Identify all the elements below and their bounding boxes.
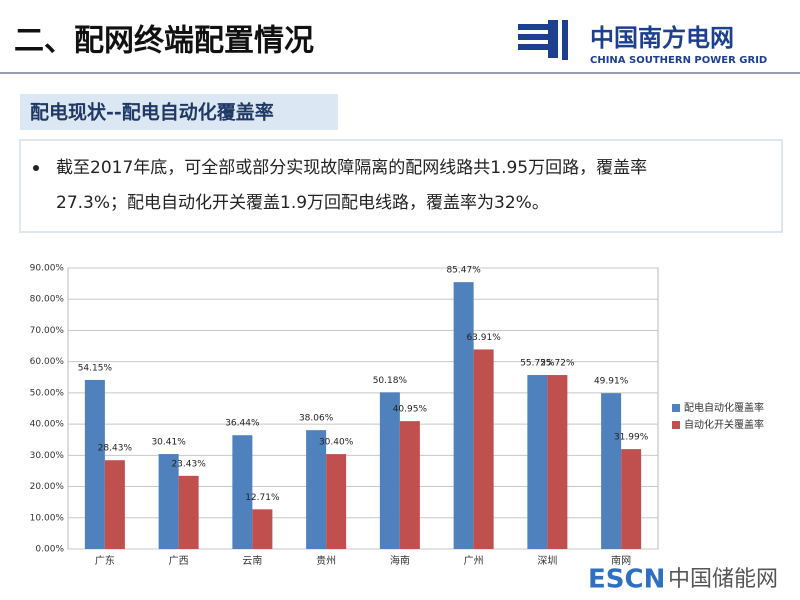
- data-label: 55.72%: [520, 359, 555, 369]
- x-tick-label: 贵州: [316, 554, 336, 567]
- y-tick-label: 70.00%: [30, 326, 65, 336]
- data-label: 36.44%: [225, 419, 260, 429]
- bar: [326, 454, 347, 549]
- data-label: 31.99%: [614, 433, 649, 443]
- legend-swatch: [672, 404, 680, 412]
- bar: [252, 509, 273, 549]
- x-tick-label: 南网: [611, 554, 631, 567]
- y-tick-label: 10.00%: [30, 513, 65, 523]
- data-label: 38.06%: [299, 414, 334, 424]
- data-label: 28.43%: [98, 444, 133, 454]
- data-label: 40.95%: [393, 405, 428, 415]
- legend-label: 配电自动化覆盖率: [684, 401, 764, 414]
- x-tick-label: 云南: [242, 554, 262, 567]
- bar: [527, 375, 548, 549]
- slide-title: 二、配网终端配置情况: [14, 24, 314, 59]
- legend-label: 自动化开关覆盖率: [684, 418, 764, 431]
- logo-stripe: [518, 34, 558, 40]
- bar: [399, 421, 420, 549]
- data-label: 85.47%: [446, 266, 481, 276]
- bar: [178, 475, 199, 549]
- y-tick-label: 0.00%: [35, 545, 64, 555]
- bullet-dot: [33, 165, 39, 171]
- data-label: 30.40%: [319, 438, 354, 448]
- x-tick-label: 深圳: [537, 555, 557, 567]
- x-tick-label: 海南: [390, 554, 410, 567]
- bar: [104, 460, 125, 549]
- bar: [379, 392, 400, 549]
- bar: [84, 379, 105, 549]
- data-label: 30.41%: [151, 438, 186, 448]
- data-label: 63.91%: [466, 333, 501, 343]
- data-label: 23.43%: [171, 459, 206, 469]
- y-tick-label: 50.00%: [30, 388, 65, 398]
- bar: [547, 375, 568, 549]
- bar: [453, 282, 474, 549]
- y-tick-label: 30.00%: [30, 451, 65, 461]
- bar: [621, 449, 642, 549]
- data-label: 12.71%: [245, 493, 280, 503]
- bullet-line: 27.3%；配电自动化开关覆盖1.9万回配电线路，覆盖率为32%。: [56, 193, 549, 213]
- bar: [232, 435, 253, 549]
- logo-stripe: [562, 20, 568, 60]
- logo-en: CHINA SOUTHERN POWER GRID: [590, 55, 767, 66]
- bar: [306, 430, 327, 549]
- bullet-box: [19, 139, 783, 233]
- subtitle-box: [20, 94, 338, 130]
- bullet-line: 截至2017年底，可全部或部分实现故障隔离的配网线路共1.95万回路，覆盖率: [56, 158, 647, 178]
- logo-cn: 中国南方电网: [590, 24, 734, 52]
- data-label: 50.18%: [373, 376, 408, 386]
- y-tick-label: 40.00%: [30, 420, 65, 430]
- watermark-brand: ESCN: [588, 565, 665, 595]
- watermark-text: 中国储能网: [668, 567, 778, 592]
- logo-stripe: [518, 24, 558, 30]
- bar: [601, 393, 622, 549]
- y-tick-label: 20.00%: [30, 482, 65, 492]
- data-label: 55.72%: [540, 359, 575, 369]
- x-tick-label: 广西: [169, 555, 189, 567]
- data-label: 49.91%: [594, 377, 629, 387]
- x-tick-label: 广州: [464, 555, 484, 567]
- bar: [473, 349, 494, 549]
- data-label: 54.15%: [78, 363, 113, 373]
- logo-icon: [518, 20, 568, 60]
- y-tick-label: 90.00%: [30, 264, 65, 274]
- logo-stripe: [548, 20, 558, 58]
- subtitle: 配电现状--配电自动化覆盖率: [30, 101, 274, 124]
- y-tick-label: 80.00%: [30, 295, 65, 305]
- x-tick-label: 广东: [95, 554, 115, 567]
- bar: [158, 454, 179, 549]
- legend-swatch: [672, 421, 680, 429]
- logo-stripe: [518, 44, 558, 50]
- y-tick-label: 60.00%: [30, 357, 65, 367]
